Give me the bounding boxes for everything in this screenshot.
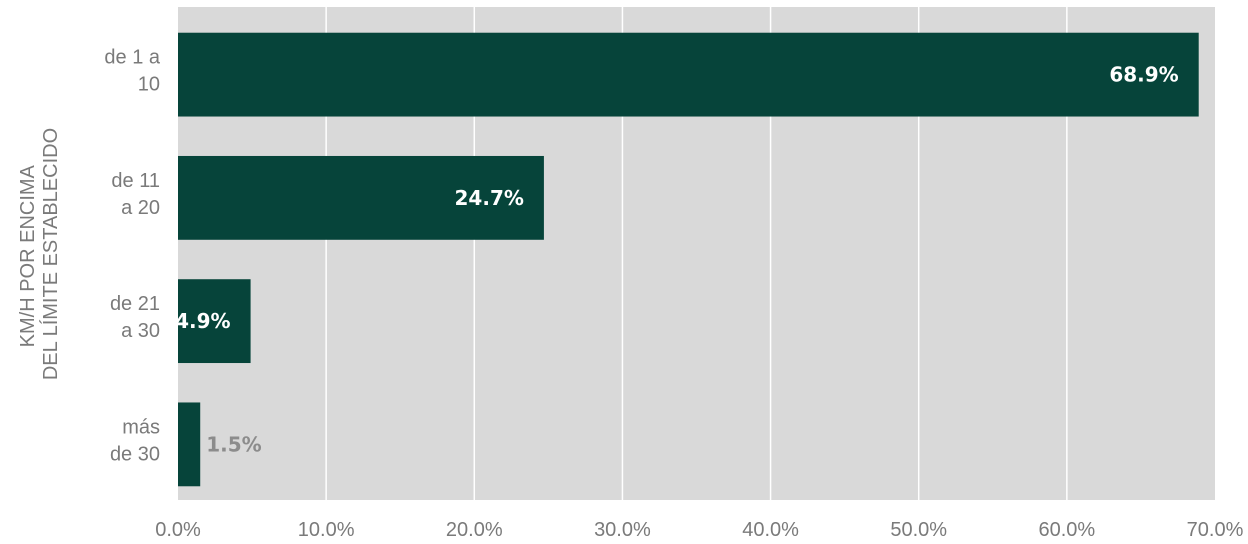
x-tick-label: 50.0%	[890, 519, 947, 541]
category-label: de 21 a 30	[110, 293, 160, 342]
x-tick-label: 20.0%	[446, 519, 503, 541]
bar-value-label: 4.9%	[175, 309, 230, 333]
x-tick-labels: 0.0% 10.0% 20.0% 30.0% 40.0% 50.0% 60.0% 70.0%	[155, 519, 1243, 541]
x-tick-label: 70.0%	[1187, 519, 1244, 541]
x-tick-label: 10.0%	[298, 519, 355, 541]
x-tick-label: 60.0%	[1038, 519, 1095, 541]
bar	[178, 155, 544, 240]
bar-value-label: 24.7%	[455, 186, 524, 210]
bar-value-label: 1.5%	[206, 432, 261, 456]
bar	[178, 279, 251, 364]
x-tick-label: 30.0%	[594, 519, 651, 541]
bars	[178, 32, 1199, 487]
bar	[178, 402, 201, 487]
x-tick-label: 40.0%	[742, 519, 799, 541]
category-labels: de 1 a 10 de 11 a 20 de 21 a 30 más de 30	[104, 47, 160, 466]
y-axis-title-line-1: KM/H POR ENCIMA	[17, 164, 39, 347]
bar-value-label: 68.9%	[1109, 63, 1178, 87]
category-label: más de 30	[110, 416, 160, 465]
y-axis-title-line-2: DEL LÍMITE ESTABLECIDO	[39, 128, 62, 380]
bar	[178, 32, 1199, 117]
y-axis-title: KM/H POR ENCIMA DEL LÍMITE ESTABLECIDO	[17, 128, 62, 380]
category-label: de 1 a 10	[104, 47, 160, 96]
x-tick-label: 0.0%	[155, 519, 201, 541]
value-labels: 68.9% 24.7% 4.9% 1.5%	[175, 63, 1179, 457]
category-label: de 11 a 20	[111, 170, 160, 219]
